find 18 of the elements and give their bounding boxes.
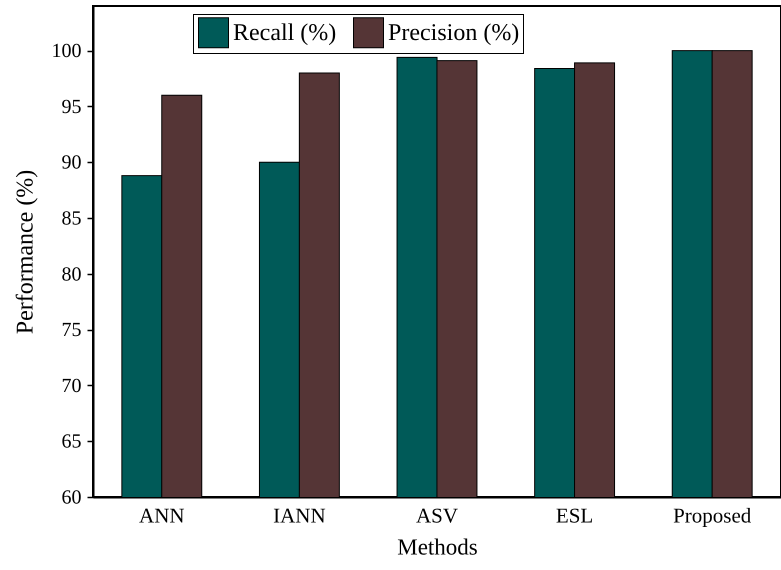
y-tick-label: 70 [62,374,82,397]
y-tick-label: 75 [62,319,82,342]
y-tick-label: 90 [62,152,82,174]
legend-label: Precision (%) [388,20,520,46]
y-tick-label: 95 [62,96,82,118]
x-tick-label: ANN [139,504,185,528]
x-tick-label: IANN [273,504,326,528]
x-tick-label: Proposed [673,504,752,528]
y-tick-label: 85 [62,208,82,230]
y-tick-label: 100 [52,40,82,62]
y-tick-label: 80 [62,263,82,286]
x-axis-title: Methods [397,534,478,560]
legend-label: Recall (%) [233,20,336,46]
x-tick-label: ASV [416,504,458,528]
y-axis-title: Performance (%) [12,170,38,334]
x-tick-label: ESL [556,504,594,528]
y-tick-label: 60 [62,486,82,508]
y-tick-label: 65 [62,430,82,453]
